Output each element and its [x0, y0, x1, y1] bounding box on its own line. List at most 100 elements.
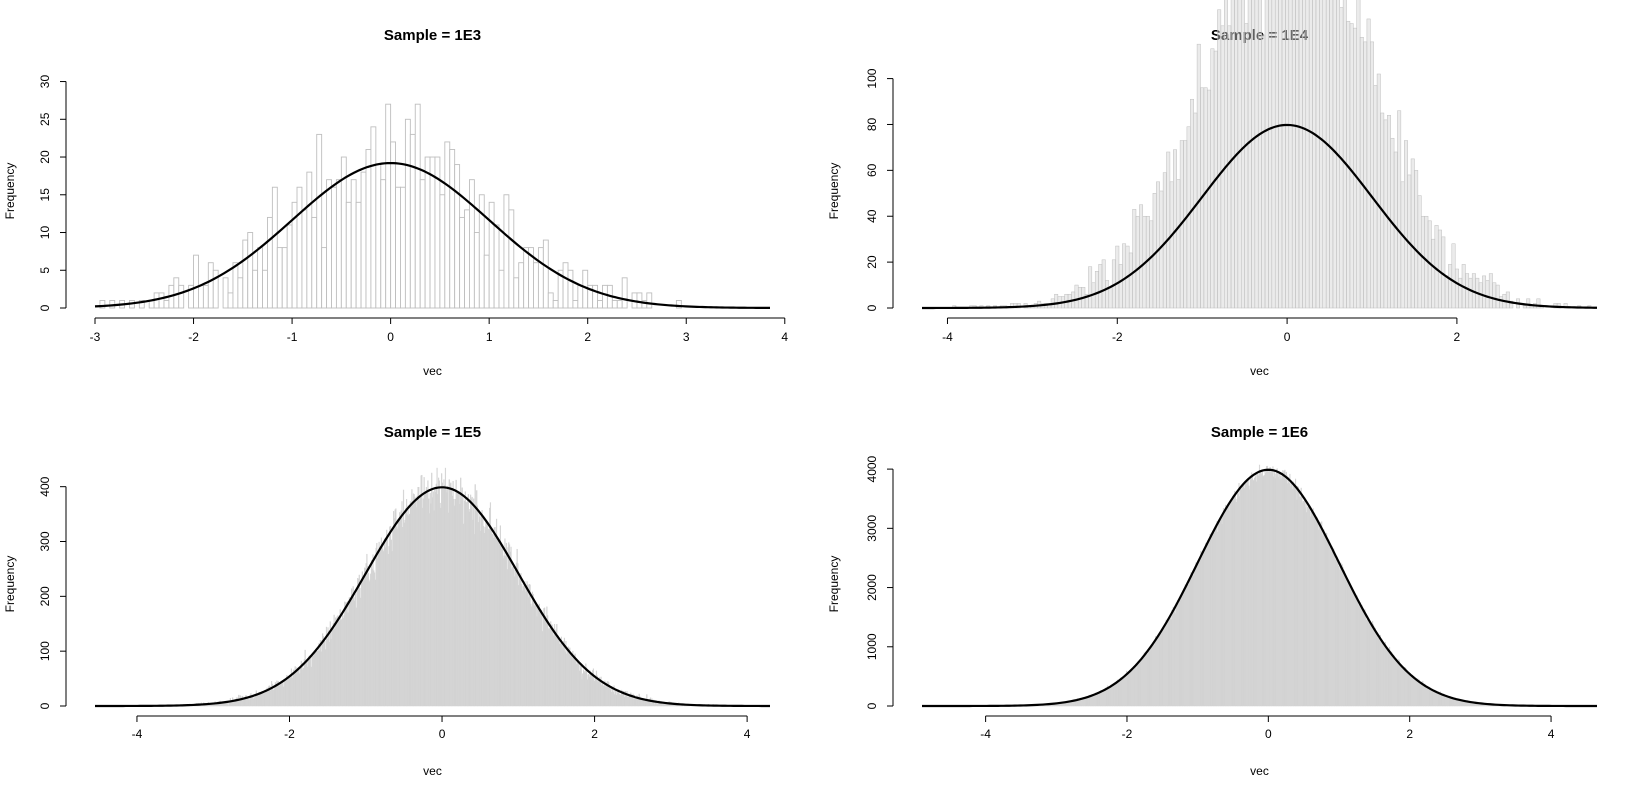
histogram-bar — [518, 262, 525, 309]
histogram-bar — [1166, 151, 1171, 309]
histogram-bar — [1421, 215, 1425, 309]
histogram-bar — [380, 179, 387, 309]
x-tick-label: 2 — [1454, 330, 1461, 344]
histogram-bar — [395, 186, 401, 309]
histogram-bar — [621, 277, 628, 309]
histogram-bar — [1509, 300, 1514, 309]
histogram-bar — [1128, 252, 1133, 309]
histogram-bar — [1278, 0, 1283, 309]
panel-title: Sample = 1E3 — [384, 27, 481, 44]
histogram-bar — [1437, 229, 1442, 309]
histogram-bar — [1088, 266, 1093, 309]
histogram-bar — [1526, 298, 1531, 309]
y-axis: 0 1000 2000 3000 4000 — [865, 455, 894, 709]
histogram-bar — [1329, 0, 1334, 309]
x-axis-label: vec — [1250, 764, 1269, 778]
density-curve — [922, 123, 1598, 310]
histogram-bar — [1101, 259, 1106, 309]
histogram-bar — [542, 239, 549, 309]
histogram-bar — [616, 300, 623, 309]
y-tick-label: 0 — [865, 304, 879, 311]
histogram-bar — [138, 300, 145, 309]
x-axis: -3 -2 -1 0 1 2 3 4 — [90, 317, 788, 344]
histogram-bar — [1302, 0, 1307, 309]
panel-title: Sample = 1E6 — [1211, 424, 1308, 441]
histogram-bar — [193, 254, 199, 309]
histogram-bar — [1285, 0, 1290, 309]
histogram-bar — [375, 164, 382, 309]
histogram-bar — [1342, 0, 1347, 309]
y-tick-label: 20 — [38, 150, 52, 164]
histogram-bar — [1156, 181, 1160, 309]
histogram-bar — [350, 179, 357, 309]
histogram-bar — [1271, 0, 1276, 309]
y-tick-label: 1000 — [865, 633, 879, 660]
x-tick-label: 0 — [1284, 330, 1291, 344]
histogram-bar — [1370, 41, 1374, 309]
histogram-bar — [1288, 0, 1293, 309]
histogram-bar — [242, 239, 249, 309]
histogram-bar — [1363, 41, 1368, 309]
histogram-bar — [1465, 273, 1470, 309]
histogram-bar — [1227, 25, 1232, 309]
y-tick-label: 0 — [865, 702, 879, 709]
histogram-bar — [207, 262, 214, 309]
histogram-bar — [1241, 0, 1245, 309]
histogram-bar — [355, 201, 362, 309]
y-tick-label: 300 — [38, 531, 52, 551]
histogram-bar — [1135, 215, 1140, 309]
histogram-bar — [262, 269, 268, 309]
histogram-bar — [1268, 0, 1273, 309]
histogram-bar — [498, 269, 505, 309]
histogram-bar — [311, 216, 318, 309]
histogram-bar — [1488, 273, 1493, 309]
histogram-bar — [1319, 0, 1324, 309]
x-tick-label: -2 — [1112, 330, 1123, 344]
histogram-bar — [602, 284, 608, 309]
histogram-bar — [1448, 264, 1453, 309]
density-curve — [94, 161, 771, 310]
histogram-bar — [592, 284, 599, 309]
histogram-bar — [1224, 0, 1228, 309]
histogram-bar — [1254, 0, 1259, 309]
histogram-bar — [1244, 23, 1249, 309]
histogram-bar — [1431, 238, 1436, 309]
histogram-bar — [1451, 243, 1456, 309]
histogram-bar — [1387, 115, 1391, 309]
histogram-bar — [257, 247, 263, 309]
histogram-bar — [1454, 268, 1459, 309]
y-tick-label: 15 — [38, 188, 52, 202]
density-curve — [95, 486, 770, 708]
histogram-bar — [1257, 0, 1262, 309]
x-axis-label: vec — [423, 764, 442, 778]
histogram-bar — [1414, 170, 1419, 309]
histogram-bar — [385, 103, 392, 309]
histogram-bar — [444, 141, 451, 309]
x-tick-label: 0 — [439, 727, 446, 741]
histogram-bar — [1482, 275, 1487, 309]
y-axis-label: Frequency — [827, 163, 841, 220]
histogram-bar — [419, 179, 426, 309]
histogram-bar — [1115, 245, 1120, 309]
x-axis-label: vec — [423, 364, 442, 378]
y-axis: 0 100 200 300 400 — [38, 476, 67, 709]
y-tick-label: 0 — [38, 702, 52, 709]
histogram-bar — [1217, 9, 1222, 309]
x-tick-label: -2 — [1122, 727, 1133, 741]
histogram-bar — [537, 247, 544, 309]
histogram-bar — [365, 149, 372, 309]
histogram-bar — [1264, 0, 1269, 309]
histogram-bar — [1359, 37, 1364, 309]
histogram-bar — [1400, 181, 1405, 309]
panel-title: Sample = 1E4 — [1211, 27, 1309, 44]
y-tick-label: 100 — [865, 68, 879, 88]
x-tick-label: -4 — [942, 330, 953, 344]
histogram-bars — [99, 103, 682, 309]
histogram-bar — [1261, 34, 1266, 309]
y-axis-label: Frequency — [827, 556, 841, 613]
histogram-bar — [1203, 87, 1208, 309]
histogram-bar — [267, 216, 273, 309]
histogram-bar — [1291, 0, 1296, 309]
histogram-bar — [1108, 287, 1113, 309]
histogram-bar — [335, 179, 342, 309]
